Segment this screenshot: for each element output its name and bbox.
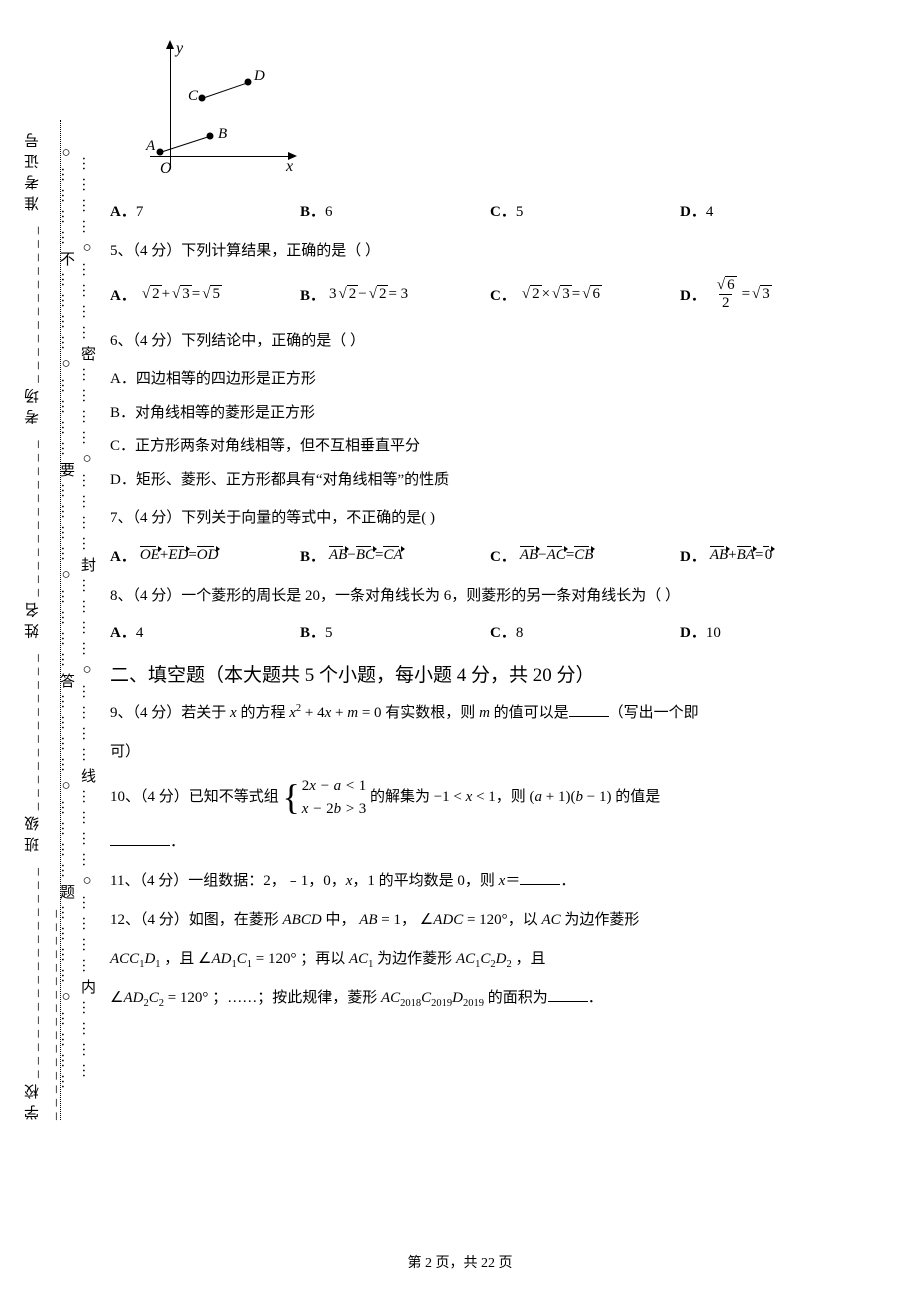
student-info-fields: 学校________________ 班级____________ 姓名____… (22, 120, 60, 1120)
q7-choice-A: A． OE + ED = OD (110, 545, 300, 566)
q5-choice-B: B． 32 − 2 = 3 (300, 284, 490, 305)
q6-stem: 6、（4 分）下列结论中，正确的是（ ） (110, 325, 870, 358)
q5-choice-D: D． 62 = 3 (680, 278, 870, 311)
q12-line3: ∠AD2C2 = 120° ；……；按此规律，菱形 AC2018C2019D20… (110, 982, 870, 1015)
q7-choice-C: C． AB − AC = CB (490, 545, 680, 566)
exam-binding-sidebar: 学校________________ 班级____________ 姓名____… (22, 120, 92, 1120)
q6-choice-A: A．四边相等的四边形是正方形 (110, 364, 870, 396)
q10-line1: 10、（4 分）已知不等式组 {2x − a < 1x − 2b > 3 的解集… (110, 775, 870, 820)
q6-choice-C: C．正方形两条对角线相等，但不互相垂直平分 (110, 431, 870, 463)
q12-line1: 12、（4 分）如图，在菱形 ABCD 中， AB = 1， ∠ADC = 12… (110, 904, 870, 937)
q8-choice-C: 8 (516, 625, 524, 641)
q9-line1: 9、（4 分）若关于 x 的方程 x2 + 4x + m = 0 有实数根，则 … (110, 697, 870, 730)
q6-choice-D: D．矩形、菱形、正方形都具有“对角线相等”的性质 (110, 465, 870, 497)
q8-choice-B: 5 (325, 625, 333, 641)
point-b-label: B (218, 126, 227, 143)
q5-choice-C: C． 2 × 3 = 6 (490, 284, 680, 305)
q4-choice-B: 6 (325, 204, 333, 220)
q4-choice-C: 5 (516, 204, 524, 220)
q12-line2: ACC1D1 ，且 ∠AD1C1 = 120° ；再以 AC1 为边作菱形 AC… (110, 943, 870, 976)
q4-choice-A: 7 (136, 204, 144, 220)
origin-label: O (160, 160, 172, 178)
q7-choices: A． OE + ED = OD B． AB − BC = CA C． AB − … (110, 545, 870, 566)
q6-choice-B: B．对角线相等的菱形是正方形 (110, 398, 870, 430)
point-c-label: C (188, 88, 198, 105)
q4-coordinate-figure: y x O A B C D (130, 40, 310, 190)
q10-blank (110, 831, 170, 846)
q10-line2: ． (110, 826, 870, 859)
q12-blank (548, 987, 588, 1002)
q5-choices: A． 2 + 3 = 5 B． 32 − 2 = 3 C． 2 × 3 = 6 … (110, 278, 870, 311)
q7-choice-B: B． AB − BC = CA (300, 545, 490, 566)
q7-stem: 7、（4 分）下列关于向量的等式中，不正确的是( ) (110, 502, 870, 535)
point-d-label: D (254, 68, 265, 85)
page-footer: 第 2 页，共 22 页 (0, 1252, 920, 1272)
q8-choice-A: 4 (136, 625, 144, 641)
page-content: y x O A B C D A．7 B．6 C．5 D．4 5、（4 分）下列计… (110, 40, 870, 1021)
q5-choice-A: A． 2 + 3 = 5 (110, 284, 300, 305)
y-axis-label: y (176, 40, 183, 58)
segment-cd (202, 82, 249, 99)
point-a-label: A (146, 138, 155, 155)
q11-line: 11、（4 分）一组数据：2，﹣1，0，x，1 的平均数是 0，则 x＝． (110, 865, 870, 898)
q8-choices: A．4 B．5 C．8 D．10 (110, 621, 870, 642)
q7-choice-D: D． AB + BA = 0 (680, 545, 870, 566)
x-axis-label: x (286, 158, 293, 176)
dotted-margin-line (60, 120, 61, 1120)
q4-choices: A．7 B．6 C．5 D．4 (110, 200, 870, 221)
section-2-title: 二、填空题（本大题共 5 个小题，每小题 4 分，共 20 分） (110, 660, 870, 687)
q4-choice-D: 4 (706, 204, 714, 220)
q11-blank (520, 870, 560, 885)
q9-blank (569, 702, 609, 717)
q8-choice-D: 10 (706, 625, 721, 641)
seal-line-text: …………○…………密…………○…………封…………○…………线…………○…………内… (56, 120, 98, 1120)
q5-stem: 5、（4 分）下列计算结果，正确的是（ ） (110, 235, 870, 268)
q8-stem: 8、（4 分）一个菱形的周长是 20，一条对角线长为 6，则菱形的另一条对角线长… (110, 580, 870, 613)
segment-ab (160, 136, 211, 153)
q9-line2: 可） (110, 736, 870, 769)
